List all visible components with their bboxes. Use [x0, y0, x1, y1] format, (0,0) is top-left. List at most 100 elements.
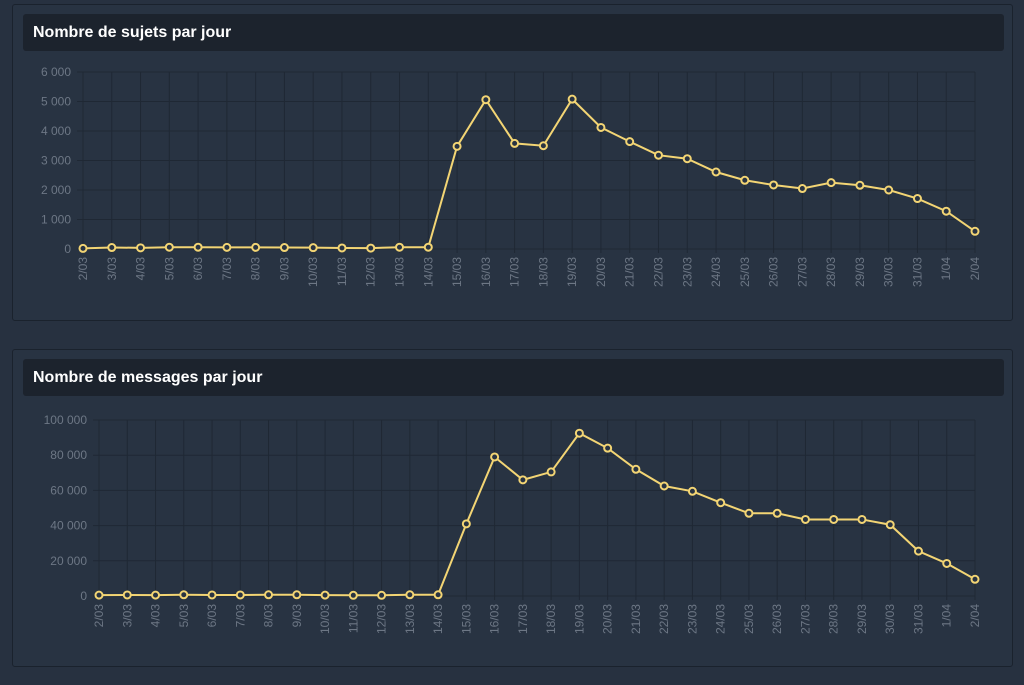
topics-data-point[interactable] — [682, 154, 692, 164]
x-tick-label: 25/03 — [742, 604, 756, 634]
topics-data-point[interactable] — [826, 178, 836, 188]
topics-data-point[interactable] — [855, 180, 865, 190]
topics-data-point[interactable] — [481, 95, 491, 105]
x-tick-label: 1/04 — [940, 604, 954, 628]
x-tick-label: 22/03 — [651, 257, 665, 287]
messages-data-point[interactable] — [546, 467, 556, 477]
topics-data-point[interactable] — [797, 184, 807, 194]
x-tick-label: 6/03 — [191, 257, 205, 281]
x-tick-label: 26/03 — [767, 257, 781, 287]
x-tick-label: 9/03 — [277, 257, 291, 281]
messages-data-point[interactable] — [179, 590, 189, 600]
messages-data-point[interactable] — [490, 452, 500, 462]
messages-data-point[interactable] — [518, 475, 528, 485]
topics-data-point[interactable] — [538, 141, 548, 151]
messages-data-point[interactable] — [574, 428, 584, 438]
x-tick-label: 10/03 — [306, 257, 320, 287]
messages-data-point[interactable] — [913, 546, 923, 556]
topics-data-point[interactable] — [78, 243, 88, 253]
messages-series-line — [98, 431, 976, 597]
x-tick-label: 8/03 — [262, 604, 276, 628]
topics-data-point[interactable] — [337, 243, 347, 253]
messages-data-point[interactable] — [687, 486, 697, 496]
x-tick-label: 30/03 — [882, 257, 896, 287]
messages-data-point[interactable] — [122, 590, 132, 600]
topics-series-line — [82, 97, 976, 250]
messages-data-point[interactable] — [320, 590, 330, 600]
topics-data-point[interactable] — [970, 226, 980, 236]
x-tick-label: 4/03 — [134, 257, 148, 281]
messages-data-point[interactable] — [716, 498, 726, 508]
messages-data-point[interactable] — [885, 520, 895, 530]
messages-data-point[interactable] — [659, 481, 669, 491]
x-tick-label: 13/03 — [393, 257, 407, 287]
messages-data-point[interactable] — [433, 590, 443, 600]
x-tick-label: 17/03 — [516, 604, 530, 634]
x-tick-label: 8/03 — [249, 257, 263, 281]
x-tick-label: 17/03 — [508, 257, 522, 287]
x-tick-label: 14/03 — [431, 604, 445, 634]
topics-data-point[interactable] — [567, 94, 577, 104]
topics-chart-title: Nombre de sujets par jour — [23, 14, 1004, 51]
messages-data-point[interactable] — [744, 508, 754, 518]
topics-data-point[interactable] — [596, 122, 606, 132]
topics-data-point[interactable] — [625, 137, 635, 147]
topics-data-point[interactable] — [912, 194, 922, 204]
x-tick-label: 10/03 — [318, 604, 332, 634]
messages-data-point[interactable] — [631, 464, 641, 474]
messages-data-point[interactable] — [942, 558, 952, 568]
topics-data-point[interactable] — [711, 167, 721, 177]
x-tick-label: 24/03 — [709, 257, 723, 287]
topics-data-point[interactable] — [366, 243, 376, 253]
topics-data-point[interactable] — [941, 206, 951, 216]
messages-data-point[interactable] — [829, 514, 839, 524]
messages-data-point[interactable] — [151, 590, 161, 600]
x-tick-label: 2/04 — [968, 257, 982, 281]
topics-data-point[interactable] — [193, 242, 203, 252]
topics-data-point[interactable] — [740, 175, 750, 185]
topics-data-point[interactable] — [107, 243, 117, 253]
topics-data-point[interactable] — [395, 242, 405, 252]
messages-data-point[interactable] — [800, 514, 810, 524]
messages-data-point[interactable] — [970, 574, 980, 584]
x-tick-label: 27/03 — [795, 257, 809, 287]
messages-data-point[interactable] — [235, 590, 245, 600]
topics-data-point[interactable] — [279, 243, 289, 253]
messages-chart-panel: Nombre de messages par jour 0 20 000 40 00… — [12, 349, 1013, 667]
messages-data-point[interactable] — [292, 590, 302, 600]
messages-data-point[interactable] — [348, 590, 358, 600]
topics-data-point[interactable] — [251, 242, 261, 252]
x-tick-label: 2/03 — [76, 257, 90, 281]
y-tick-label: 60 000 — [50, 483, 87, 497]
messages-data-point[interactable] — [603, 443, 613, 453]
messages-line-chart: 0 20 000 40 000 60 000 80 000 100 000 2/03 3/03… — [44, 413, 982, 634]
messages-data-point[interactable] — [857, 514, 867, 524]
messages-data-point[interactable] — [405, 590, 415, 600]
topics-data-point[interactable] — [308, 243, 318, 253]
messages-data-point[interactable] — [377, 590, 387, 600]
topics-data-point[interactable] — [136, 243, 146, 253]
x-tick-label: 5/03 — [162, 257, 176, 281]
x-tick-label: 29/03 — [855, 604, 869, 634]
y-tick-label: 0 — [80, 589, 87, 603]
x-tick-label: 18/03 — [544, 604, 558, 634]
topics-data-point[interactable] — [769, 180, 779, 190]
x-tick-label: 14/03 — [421, 257, 435, 287]
messages-data-point[interactable] — [772, 508, 782, 518]
x-tick-label: 19/03 — [565, 257, 579, 287]
messages-data-point[interactable] — [461, 519, 471, 529]
messages-data-point[interactable] — [207, 590, 217, 600]
topics-data-point[interactable] — [653, 150, 663, 160]
x-tick-label: 5/03 — [177, 604, 191, 628]
topics-data-point[interactable] — [884, 185, 894, 195]
topics-data-point[interactable] — [164, 242, 174, 252]
x-tick-label: 13/03 — [403, 604, 417, 634]
x-tick-label: 28/03 — [827, 604, 841, 634]
topics-data-point[interactable] — [423, 242, 433, 252]
topics-data-point[interactable] — [510, 138, 520, 148]
topics-data-point[interactable] — [452, 141, 462, 151]
messages-data-point[interactable] — [94, 590, 104, 600]
x-tick-label: 19/03 — [572, 604, 586, 634]
topics-data-point[interactable] — [222, 242, 232, 252]
messages-data-point[interactable] — [264, 590, 274, 600]
